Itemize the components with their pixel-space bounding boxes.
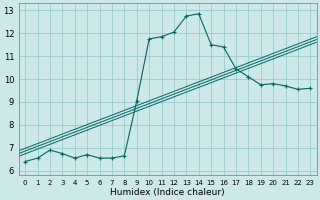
X-axis label: Humidex (Indice chaleur): Humidex (Indice chaleur) xyxy=(110,188,225,197)
